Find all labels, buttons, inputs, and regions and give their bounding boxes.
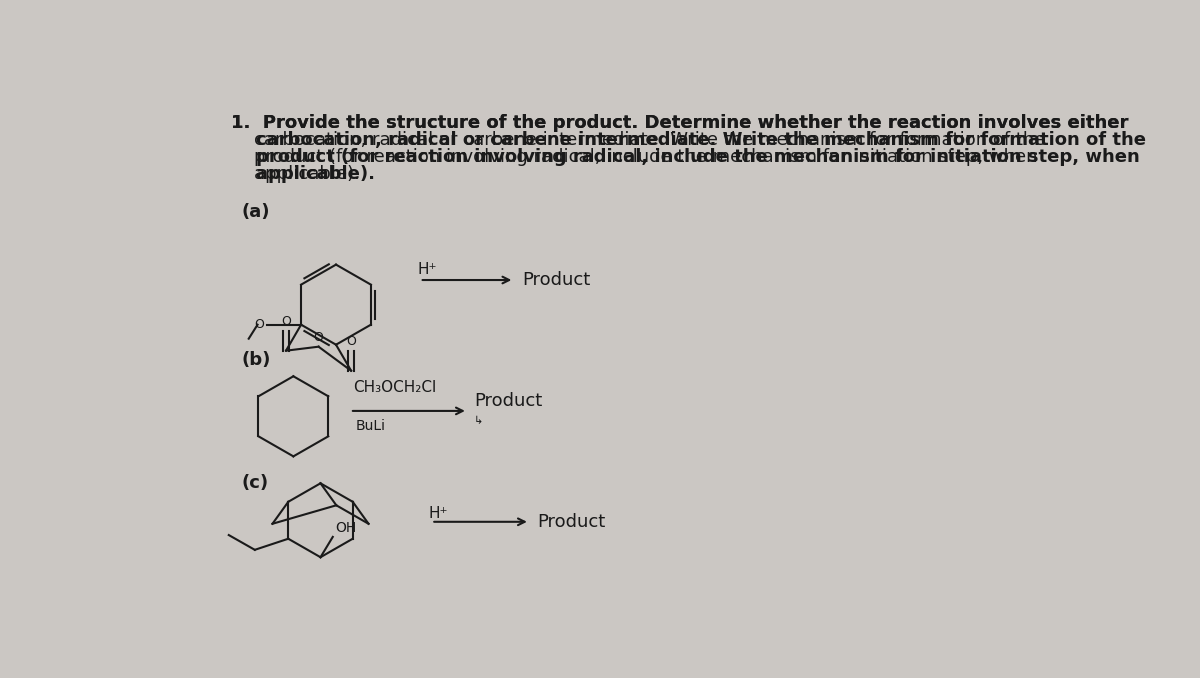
Text: applicable).: applicable). <box>232 165 360 182</box>
Text: Product: Product <box>538 513 606 531</box>
Text: (b): (b) <box>241 351 271 369</box>
Text: O: O <box>281 315 290 328</box>
Text: Product: Product <box>522 271 590 289</box>
Text: O: O <box>313 332 324 344</box>
Text: Product: Product <box>474 392 542 410</box>
Text: 1.  Provide the structure of the product. Determine whether the reaction involve: 1. Provide the structure of the product.… <box>232 114 1129 132</box>
Text: (c): (c) <box>241 474 269 492</box>
Text: carbocation, radical or carbene intermediate. Write the mechanism for formation : carbocation, radical or carbene intermed… <box>232 131 1045 148</box>
Text: O: O <box>346 336 356 348</box>
Text: 1.  Provide the structure of the product. Determine whether the reaction involve: 1. Provide the structure of the product.… <box>232 114 1129 132</box>
Text: product (for reaction involving radical, include the mechanism for initiation st: product (for reaction involving radical,… <box>232 148 1140 165</box>
Text: applicable).: applicable). <box>232 165 376 182</box>
Text: OH: OH <box>335 521 356 536</box>
Text: H⁺: H⁺ <box>418 262 437 277</box>
Text: CH₃OCH₂Cl: CH₃OCH₂Cl <box>353 380 437 395</box>
Text: H⁺: H⁺ <box>430 506 449 521</box>
Text: ↳: ↳ <box>474 416 484 426</box>
Text: BuLi: BuLi <box>355 418 385 433</box>
Text: product (for reaction involving radical, include the mechanism for initiation st: product (for reaction involving radical,… <box>232 148 1038 165</box>
Text: (a): (a) <box>241 203 270 221</box>
Text: carbocation, radical or carbene intermediate. Write the mechanism for formation : carbocation, radical or carbene intermed… <box>232 131 1146 148</box>
Text: O: O <box>254 318 264 331</box>
